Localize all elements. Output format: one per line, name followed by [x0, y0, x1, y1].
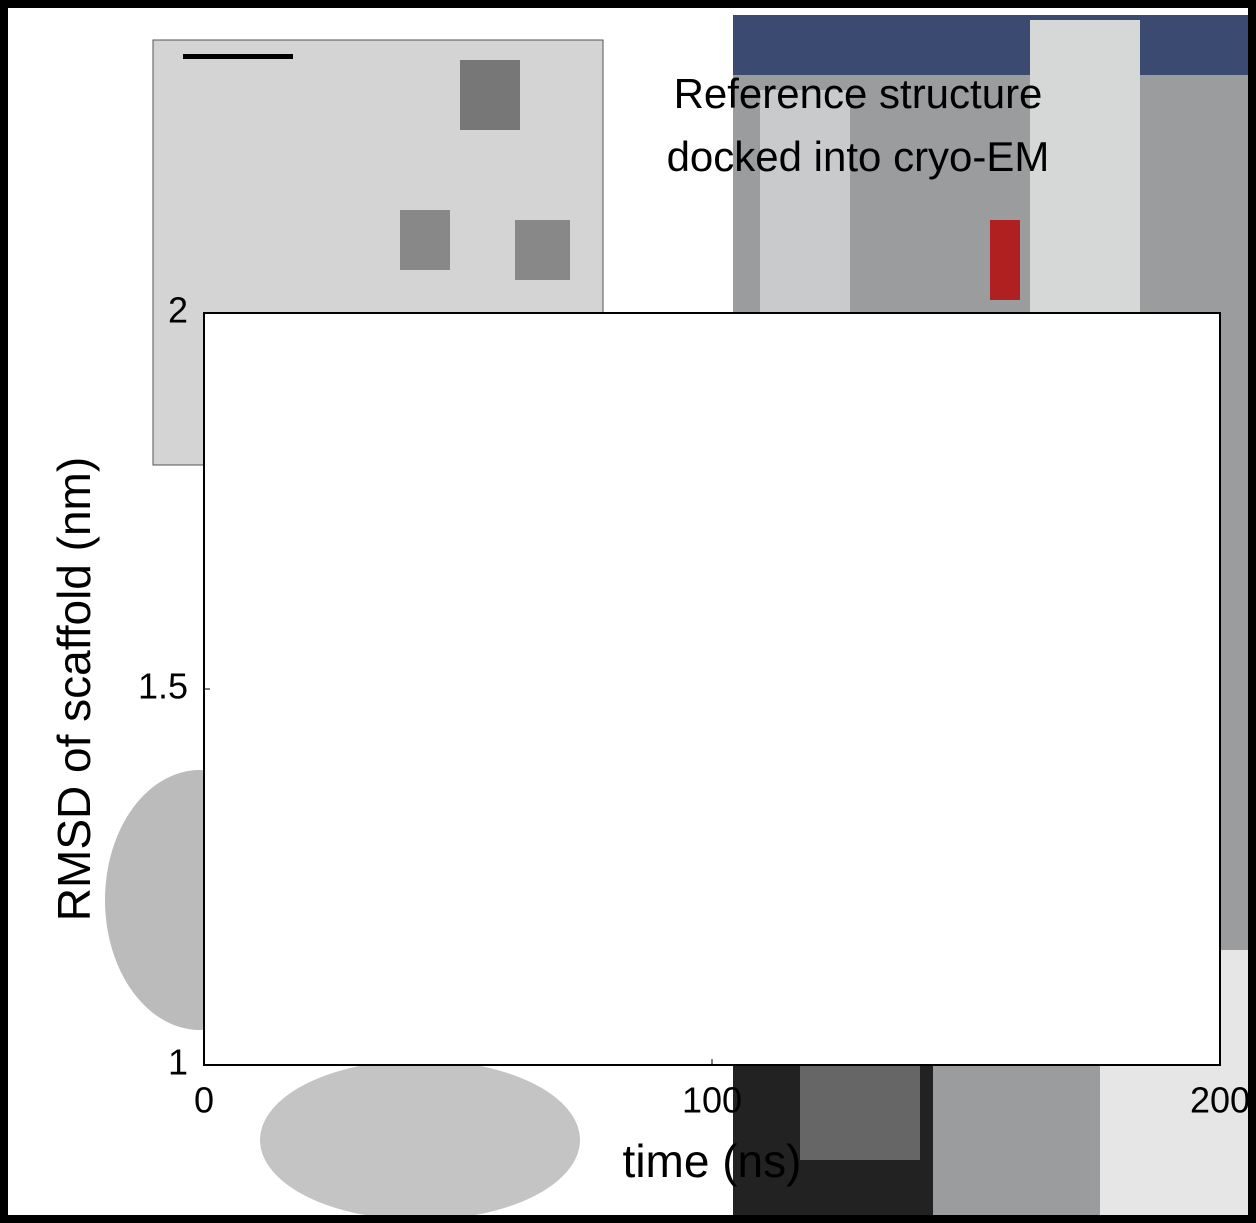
- background-photos: [105, 15, 1248, 1220]
- annotation: Reference structure: [674, 70, 1043, 117]
- x-axis-title: time (ns): [623, 1135, 802, 1187]
- y-tick-label: 1: [168, 1042, 188, 1083]
- y-axis-title: RMSD of scaffold (nm): [48, 457, 100, 921]
- x-tick-label: 0: [194, 1080, 214, 1121]
- y-tick-label: 1.5: [138, 666, 188, 707]
- plot-area: [203, 312, 1221, 1066]
- x-tick-label: 200: [1190, 1080, 1250, 1121]
- x-tick-label: 100: [682, 1080, 742, 1121]
- y-tick-label: 2: [168, 290, 188, 331]
- annotation: docked into cryo-EM: [667, 133, 1050, 180]
